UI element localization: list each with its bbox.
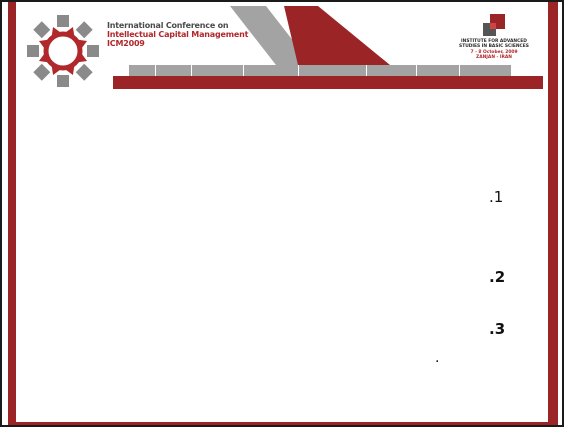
gray-diagonal-stripe bbox=[230, 6, 312, 65]
header-tab bbox=[460, 65, 512, 76]
institute-name-line1: INSTITUTE FOR ADVANCED bbox=[461, 39, 527, 44]
institute-logo-icon bbox=[483, 14, 505, 36]
right-border-bar bbox=[548, 2, 558, 425]
left-border-bar bbox=[8, 2, 16, 425]
institute-block: INSTITUTE FOR ADVANCED STUDIES IN BASIC … bbox=[438, 14, 550, 61]
header-tab bbox=[299, 65, 367, 76]
conference-title: International Conference on Intellectual… bbox=[107, 21, 248, 48]
conference-emblem-icon bbox=[27, 15, 99, 87]
numbered-item-3: .3 bbox=[489, 320, 506, 338]
header-decoration bbox=[230, 6, 390, 65]
header-tab bbox=[129, 65, 156, 76]
bottom-border-rule bbox=[8, 422, 558, 425]
institute-location: ZANJAN - IRAN bbox=[476, 55, 512, 61]
conference-title-line3: ICM2009 bbox=[107, 39, 145, 48]
numbered-item-2: .2 bbox=[489, 268, 506, 286]
stray-period: . bbox=[435, 350, 440, 366]
header-tab bbox=[192, 65, 244, 76]
header-tab bbox=[156, 65, 192, 76]
conference-title-line1: International Conference on bbox=[107, 21, 229, 30]
institute-date: 7 - 8 October, 2009 bbox=[470, 49, 518, 55]
numbered-item-1: .1 bbox=[489, 188, 504, 206]
header-tab bbox=[417, 65, 460, 76]
header-tab-strip bbox=[129, 65, 512, 76]
institute-name-line2: STUDIES IN BASIC SCIENCES bbox=[459, 44, 529, 50]
header-tab bbox=[367, 65, 417, 76]
header-red-band bbox=[113, 76, 543, 89]
header-tab bbox=[244, 65, 299, 76]
conference-title-line2: Intellectual Capital Management bbox=[107, 30, 249, 39]
red-diagonal-wedge bbox=[284, 6, 390, 65]
